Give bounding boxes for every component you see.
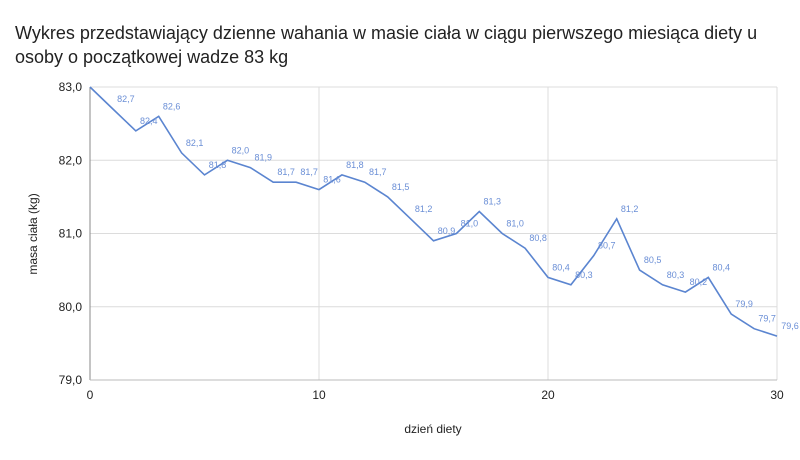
- data-point-label: 82,0: [232, 145, 250, 155]
- data-point-label: 81,9: [255, 153, 273, 163]
- y-tick-label: 81,0: [59, 227, 83, 241]
- y-axis-title: masa ciała (kg): [26, 193, 40, 274]
- data-point-label: 81,5: [392, 182, 410, 192]
- data-point-label: 80,7: [598, 240, 616, 250]
- data-point-label: 81,8: [209, 160, 227, 170]
- x-tick-label: 0: [87, 388, 94, 402]
- data-point-label: 80,2: [690, 277, 708, 287]
- data-point-label: 79,9: [735, 299, 753, 309]
- x-tick-label: 30: [770, 388, 784, 402]
- data-point-label: 81,0: [461, 219, 479, 229]
- x-tick-label: 20: [541, 388, 555, 402]
- data-point-label: 80,4: [552, 262, 570, 272]
- data-point-label: 80,3: [575, 270, 593, 280]
- data-point-label: 81,7: [277, 167, 295, 177]
- data-point-label: 81,2: [621, 204, 639, 214]
- data-point-label: 80,3: [667, 270, 685, 280]
- x-axis-ticks: 0 10 20 30: [87, 388, 784, 402]
- y-axis-ticks: 79,0 80,0 81,0 82,0 83,0: [59, 80, 83, 387]
- y-tick-label: 83,0: [59, 80, 83, 94]
- weight-series-line: [89, 86, 778, 337]
- axes: [89, 87, 777, 381]
- data-point-label: 80,8: [529, 233, 547, 243]
- gridlines: [90, 86, 778, 380]
- data-point-label: 81,8: [346, 160, 364, 170]
- chart-title: Wykres przedstawiający dzienne wahania w…: [15, 23, 758, 67]
- data-point-label: 82,7: [117, 94, 135, 104]
- data-point-label: 79,7: [758, 314, 776, 324]
- data-point-label: 81,0: [506, 219, 524, 229]
- data-point-label: 79,6: [781, 321, 799, 331]
- data-point-label: 82,1: [186, 138, 204, 148]
- data-point-label: 81,6: [323, 175, 341, 185]
- data-point-label: 81,3: [484, 197, 502, 207]
- data-labels: 82,7 82,4 82,6 82,1 81,8 82,0 81,9 81,7 81,7 81,6…: [117, 94, 799, 331]
- data-point-label: 81,2: [415, 204, 433, 214]
- y-tick-label: 80,0: [59, 300, 83, 314]
- data-point-label: 82,6: [163, 101, 181, 111]
- x-axis-title: dzień diety: [404, 422, 461, 436]
- data-point-label: 82,4: [140, 116, 158, 126]
- data-point-label: 80,4: [713, 262, 731, 272]
- data-point-label: 81,7: [369, 167, 387, 177]
- y-tick-label: 82,0: [59, 153, 83, 167]
- data-point-label: 81,7: [300, 167, 318, 177]
- x-tick-label: 10: [312, 388, 326, 402]
- data-point-label: 80,5: [644, 255, 662, 265]
- y-tick-label: 79,0: [59, 373, 83, 387]
- data-point-label: 80,9: [438, 226, 456, 236]
